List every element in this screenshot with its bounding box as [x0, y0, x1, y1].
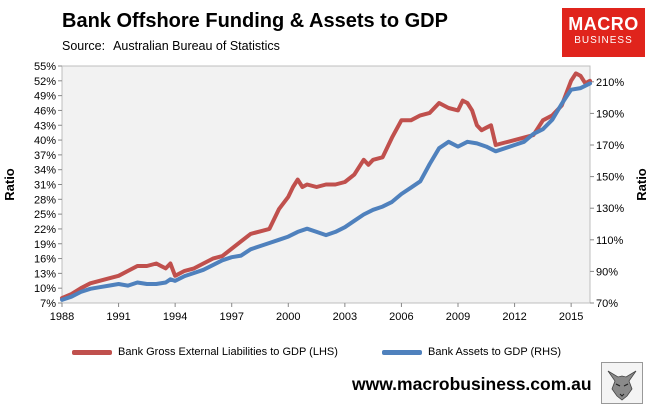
x-axis: 1988 1991 1994 1997 2000 2003 2006 2009 2012 2015	[50, 303, 583, 323]
source-label: Source:	[62, 39, 106, 53]
chart-title: Bank Offshore Funding & Assets to GDP	[62, 10, 448, 32]
y-right-tick-label: 130%	[596, 203, 624, 215]
series-line-lhs	[60, 71, 592, 301]
chart-source: Source: Australian Bureau of Statistics	[62, 39, 280, 53]
y-axis-label-left: Ratio	[2, 168, 17, 201]
y-left-tick-label: 19%	[34, 239, 56, 251]
legend-item-rhs[interactable]: Bank Assets to GDP (RHS)	[382, 343, 561, 361]
y-right-tick-label: 190%	[596, 108, 624, 120]
x-tick-label: 2006	[389, 311, 413, 323]
y-left-tick-label: 40%	[34, 135, 56, 147]
y-left-tick-label: 55%	[34, 61, 56, 73]
y-left-tick-label: 37%	[34, 150, 56, 162]
y-right-tick-label: 170%	[596, 140, 624, 152]
y-left-tick-label: 7%	[40, 298, 56, 310]
y-left-tick-label: 28%	[34, 194, 56, 206]
y-right-tick-label: 210%	[596, 77, 624, 89]
series-layer	[60, 71, 592, 302]
x-tick-label: 2003	[333, 311, 357, 323]
series-line-rhs	[60, 81, 592, 302]
y-left-tick-label: 31%	[34, 180, 56, 192]
macrobusiness-logo[interactable]: MACRO BUSINESS	[562, 8, 645, 57]
y-left-tick-label: 52%	[34, 76, 56, 88]
x-tick-label: 2000	[276, 311, 300, 323]
y-right-axis: 70% 90% 110% 130% 150% 170% 190% 210%	[590, 77, 624, 310]
y-left-tick-label: 49%	[34, 91, 56, 103]
y-left-tick-label: 43%	[34, 120, 56, 132]
x-tick-label: 2012	[502, 311, 526, 323]
legend-swatch-lhs	[72, 349, 112, 355]
logo-line-1: MACRO	[568, 14, 639, 34]
y-left-tick-label: 25%	[34, 209, 56, 221]
y-left-tick-label: 10%	[34, 283, 56, 295]
x-tick-label: 1988	[50, 311, 74, 323]
legend-label-lhs: Bank Gross External Liabilities to GDP (…	[118, 346, 338, 358]
legend-label-rhs: Bank Assets to GDP (RHS)	[428, 346, 562, 358]
x-tick-label: 1997	[219, 311, 243, 323]
y-right-tick-label: 110%	[596, 235, 624, 247]
y-right-tick-label: 90%	[596, 266, 618, 278]
y-left-tick-label: 34%	[34, 165, 56, 177]
wolf-icon	[601, 362, 643, 404]
y-right-tick-label: 70%	[596, 298, 618, 310]
y-left-tick-label: 13%	[34, 268, 56, 280]
x-tick-label: 2009	[446, 311, 470, 323]
legend-item-lhs[interactable]: Bank Gross External Liabilities to GDP (…	[72, 343, 338, 361]
x-tick-label: 2015	[559, 311, 583, 323]
source-value: Australian Bureau of Statistics	[113, 39, 280, 53]
y-left-tick-label: 46%	[34, 105, 56, 117]
y-axis-label-right: Ratio	[634, 168, 649, 201]
y-left-tick-label: 22%	[34, 224, 56, 236]
x-tick-label: 1994	[163, 311, 187, 323]
y-left-tick-label: 16%	[34, 254, 56, 266]
logo-line-2: BUSINESS	[574, 35, 633, 46]
legend-swatch-rhs	[382, 349, 422, 355]
x-tick-label: 1991	[106, 311, 130, 323]
y-left-axis: 7% 10% 13% 16% 19% 22% 25% 28% 31% 34% 37% 40% 43% 46…	[34, 61, 62, 310]
y-right-tick-label: 150%	[596, 172, 624, 184]
website-url[interactable]: www.macrobusiness.com.au	[352, 374, 592, 394]
